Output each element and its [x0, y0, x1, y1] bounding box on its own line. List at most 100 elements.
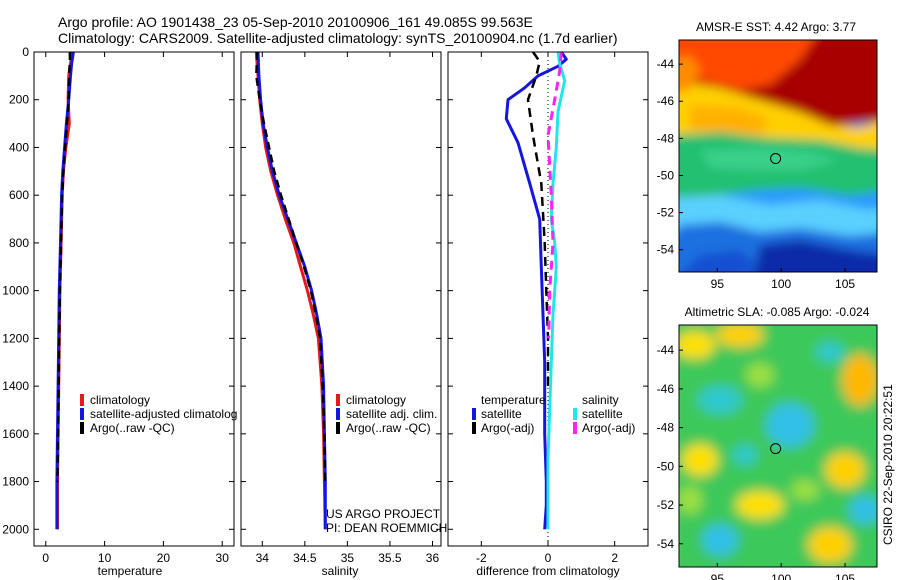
x-tick-label: 20 — [157, 551, 171, 565]
timestamp-stamp: CSIRO 22-Sep-2010 20:22:51 — [881, 384, 895, 545]
legend-title-salinity: salinity — [582, 393, 619, 407]
temperature-panel: 0 10 20 30 0 200 400 600 800 1000 1200 1400 1600 1800… — [2, 45, 237, 578]
map-y-tick-label: -46 — [657, 94, 675, 108]
legend-label-argo: Argo(..raw -QC) — [346, 421, 431, 435]
sla-map-panel: Altimetric SLA: -0.085 Argo: -0.024 — [657, 305, 895, 580]
series-line-climatology — [254, 51, 327, 530]
difference-legend-salinity: salinity satellite Argo(-adj) — [573, 393, 635, 435]
x-tick-label: 35.5 — [378, 551, 402, 565]
legend-swatch-sal-argo — [573, 422, 577, 434]
sla-map-frame — [678, 324, 878, 568]
legend-swatch-temp-argo — [472, 422, 476, 434]
sst-map-panel: AMSR-E SST: 4.42 Argo: 3.77 — [657, 20, 878, 291]
legend-swatch-argo — [80, 422, 84, 434]
salinity-panel: 34 34.5 35 35.5 36 salinity climatology sate… — [240, 51, 447, 578]
x-tick-label: 0 — [42, 551, 49, 565]
legend-label-climatology: climatology — [90, 393, 150, 407]
series-line-salinity-satellite — [546, 51, 567, 530]
series-line-temperature-satellite — [504, 51, 568, 530]
y-tick-label: 1800 — [2, 475, 29, 489]
pi-label: PI: DEAN ROEMMICH — [326, 521, 447, 535]
y-tick-label: 1200 — [2, 331, 29, 345]
series-line-salinity-argo-adj — [546, 51, 563, 339]
x-tick-label: 30 — [216, 551, 230, 565]
salinity-legend: climatology satellite adj. clim. Argo(..… — [336, 393, 437, 435]
temperature-xlabel: temperature — [98, 564, 163, 578]
map-x-tick-label: 100 — [771, 277, 791, 291]
sla-argo-marker — [770, 443, 782, 455]
legend-swatch-sal-satellite — [573, 408, 577, 420]
map-y-tick-label: -54 — [657, 243, 675, 257]
series-line-argo-raw-qc — [255, 51, 327, 482]
legend-swatch-argo — [336, 422, 340, 434]
legend-swatch-climatology — [80, 394, 84, 406]
y-tick-label: 800 — [9, 236, 29, 250]
temperature-ticks: 0 10 20 30 0 200 400 600 800 1000 1200 1400 1600 1800… — [2, 45, 234, 565]
map-x-tick-label: 105 — [835, 572, 855, 580]
legend-title-temperature: temperature — [481, 393, 546, 407]
x-tick-label: 34 — [256, 551, 270, 565]
map-x-tick-label: 100 — [771, 572, 791, 580]
legend-label-satellite: satellite-adjusted climatolog — [90, 407, 237, 421]
map-y-tick-label: -54 — [657, 537, 675, 551]
salinity-ticks: 34 34.5 35 35.5 36 — [241, 51, 441, 565]
x-tick-label: 0 — [545, 551, 552, 565]
salinity-axes-frame — [240, 51, 442, 547]
y-tick-label: 2000 — [2, 522, 29, 536]
map-y-tick-label: -48 — [657, 421, 675, 435]
map-y-tick-label: -50 — [657, 168, 675, 182]
salinity-plot-area — [254, 51, 327, 530]
sst-map-frame — [678, 39, 878, 273]
difference-ticks: -2 0 2 — [448, 51, 648, 565]
sla-map-image — [679, 325, 877, 567]
series-line-argo-raw-qc — [56, 52, 72, 482]
y-tick-label: 1400 — [2, 379, 29, 393]
legend-label-sal-argo: Argo(-adj) — [582, 421, 635, 435]
map-x-tick-label: 95 — [711, 277, 725, 291]
map-y-tick-label: -44 — [657, 57, 675, 71]
sst-argo-marker — [770, 153, 782, 165]
header-line-1: Argo profile: AO 1901438_23 05-Sep-2010 … — [58, 14, 533, 30]
difference-xlabel: difference from climatology — [476, 564, 619, 578]
legend-label-temp-satellite: satellite — [481, 407, 522, 421]
map-y-tick-label: -46 — [657, 382, 675, 396]
map-y-tick-label: -52 — [657, 498, 675, 512]
map-y-tick-label: -44 — [657, 343, 675, 357]
map-x-tick-label: 105 — [835, 277, 855, 291]
sst-map-title: AMSR-E SST: 4.42 Argo: 3.77 — [696, 20, 856, 34]
difference-panel: -2 0 2 difference from climatology tempera… — [447, 51, 649, 578]
map-y-tick-label: -52 — [657, 206, 675, 220]
x-tick-label: 34.5 — [293, 551, 317, 565]
sla-map-ticks: 95 100 105 -44 -46 -48 -50 -52 -54 — [657, 343, 856, 580]
legend-label-satellite: satellite adj. clim. — [346, 407, 437, 421]
temperature-axes-frame — [33, 51, 235, 547]
x-tick-label: -2 — [476, 551, 487, 565]
sst-map-ticks: 95 100 105 -44 -46 -48 -50 -52 -54 — [657, 57, 856, 291]
y-tick-label: 600 — [9, 188, 29, 202]
map-y-tick-label: -48 — [657, 131, 675, 145]
y-tick-label: 400 — [9, 140, 29, 154]
header-line-2: Climatology: CARS2009. Satellite-adjuste… — [58, 30, 618, 46]
legend-swatch-satellite — [336, 408, 340, 420]
series-line-satellite-adj-clim — [256, 51, 327, 530]
difference-plot-area — [504, 51, 568, 546]
sst-map-image — [679, 40, 877, 272]
y-tick-label: 200 — [9, 93, 29, 107]
legend-swatch-temp-satellite — [472, 408, 476, 420]
x-tick-label: 36 — [426, 551, 440, 565]
temperature-legend: climatology satellite-adjusted climatolo… — [80, 393, 237, 435]
salinity-xlabel: salinity — [322, 564, 359, 578]
difference-legend-temperature: temperature satellite Argo(-adj) — [472, 393, 546, 435]
y-tick-label: 0 — [22, 45, 29, 59]
project-label: US ARGO PROJECT — [326, 507, 441, 521]
y-tick-label: 1600 — [2, 427, 29, 441]
legend-swatch-satellite — [80, 408, 84, 420]
x-tick-label: 35 — [341, 551, 355, 565]
y-tick-label: 1000 — [2, 284, 29, 298]
x-tick-label: 10 — [98, 551, 112, 565]
map-x-tick-label: 95 — [711, 572, 725, 580]
legend-label-climatology: climatology — [346, 393, 406, 407]
x-tick-label: 2 — [611, 551, 618, 565]
sla-map-title: Altimetric SLA: -0.085 Argo: -0.024 — [685, 305, 870, 319]
